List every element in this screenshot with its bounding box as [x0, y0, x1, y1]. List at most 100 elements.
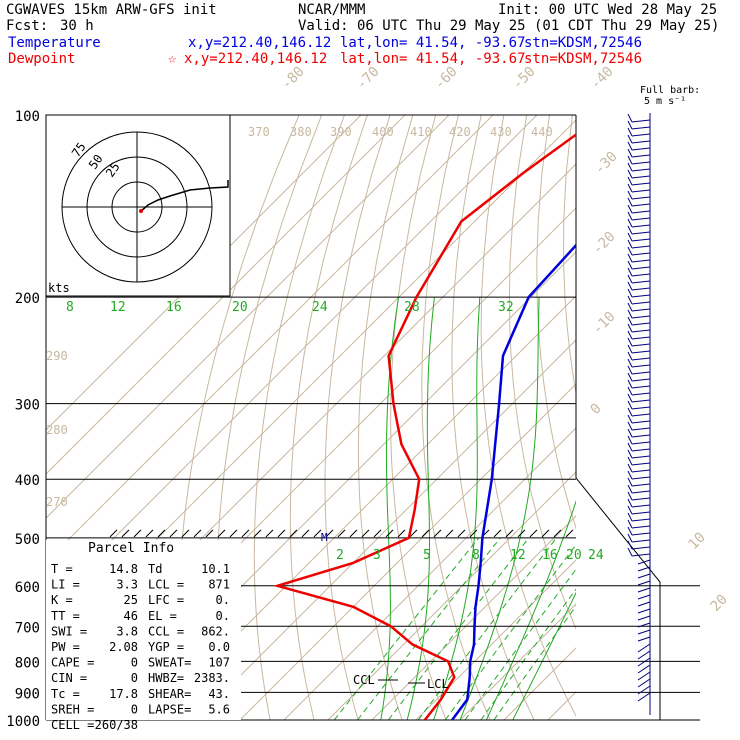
wind-barb: [631, 217, 651, 221]
parcel-row-label: LCL =: [148, 578, 184, 592]
hatch-mark: [133, 529, 142, 538]
wind-barb: [627, 442, 633, 452]
mixing-ratio-line: [444, 544, 576, 720]
wind-barb: [637, 664, 651, 674]
wind-barb: [627, 267, 633, 277]
parcel-row-label: T =: [51, 562, 73, 576]
wind-barb: [631, 469, 651, 473]
mixing-ratio-label: 12: [510, 548, 526, 563]
wind-barb: [627, 533, 633, 543]
parcel-row-value: 43.: [208, 687, 230, 701]
isotherm-label: -40: [588, 64, 617, 93]
hatch-mark: [313, 529, 322, 538]
isotherm-label: -70: [354, 64, 383, 93]
dry-adiabat-line: [480, 115, 576, 718]
wind-barb: [631, 280, 651, 284]
wind-barb: [637, 636, 651, 642]
hodograph-ring-label: 25: [103, 160, 123, 180]
isotherm-line: [46, 115, 538, 607]
pressure-label: 500: [15, 532, 40, 548]
wind-barb: [631, 294, 651, 298]
wind-barb: [631, 357, 651, 361]
theta-label: 290: [46, 349, 68, 363]
wind-barb: [637, 559, 651, 565]
wind-barb: [627, 477, 633, 487]
isotherm-line: [46, 115, 450, 519]
wind-barb: [627, 421, 633, 431]
wind-barb: [627, 330, 633, 340]
wind-barb: [631, 490, 651, 494]
wind-barb: [631, 343, 651, 347]
fcst-label: Fcst:: [6, 18, 49, 34]
wind-barb: [631, 161, 651, 165]
wind-barb: [631, 196, 651, 200]
wind-barb: [627, 246, 633, 256]
parcel-row-value: 0: [131, 671, 138, 685]
wind-barb: [627, 316, 633, 326]
melting-level-label: M: [321, 531, 328, 544]
hodograph-units: kts: [48, 281, 70, 295]
wind-barb: [627, 120, 633, 130]
hatch-mark: [205, 529, 214, 538]
parcel-row-label: CIN =: [51, 671, 87, 685]
isotherm-line: [547, 691, 576, 720]
wind-barb: [631, 427, 651, 431]
pressure-label: 300: [15, 398, 40, 414]
wind-barb: [627, 288, 633, 298]
dry-adiabat-line: [663, 115, 740, 720]
parcel-row-label: SREH =: [51, 702, 94, 716]
mixing-ratio-label: 3: [373, 548, 381, 563]
mixing-ratio-label: 16: [166, 300, 182, 315]
wind-barb: [637, 650, 651, 660]
wind-barb: [637, 629, 651, 635]
temperature-location: x,y=212.40,146.12: [188, 35, 332, 51]
wind-barb: [627, 400, 633, 410]
wind-barb: [637, 615, 651, 621]
parcel-row-label: LI =: [51, 578, 80, 592]
hatch-mark: [277, 529, 286, 538]
hatch-mark: [301, 529, 310, 538]
parcel-row-label: CELL =: [51, 718, 94, 732]
hatch-mark: [157, 529, 166, 538]
hatch-mark: [193, 529, 202, 538]
mixing-ratio-line: [387, 537, 530, 720]
wind-barb: [627, 260, 633, 270]
pressure-label: 100: [15, 109, 40, 125]
parcel-info-background: [46, 540, 241, 720]
wind-barb: [627, 295, 633, 305]
mixing-ratio-label: 24: [588, 548, 604, 563]
parcel-row-label: LFC =: [148, 593, 184, 607]
moist-adiabat-line: [512, 591, 576, 720]
parcel-row-value: 3.8: [116, 624, 138, 638]
pressure-label: 900: [15, 686, 40, 702]
wind-barb: [631, 308, 651, 312]
parcel-row-value: 0.: [216, 609, 230, 623]
parcel-row-value: 5.6: [208, 702, 230, 716]
wind-barb: [631, 385, 651, 389]
wind-barb: [637, 587, 651, 593]
init-time: Init: 00 UTC Wed 28 May 25: [498, 2, 718, 18]
parcel-row-label: SHEAR=: [148, 687, 191, 701]
dewpoint-legend: Dewpoint: [8, 51, 76, 67]
moist-adiabat-line: [485, 499, 576, 720]
mixing-ratio-label: 20: [566, 548, 582, 563]
pressure-label: 600: [15, 580, 40, 596]
wind-barb: [637, 671, 651, 681]
wind-barb: [631, 238, 651, 242]
dewpoint-station: stn=KDSM,72546: [524, 51, 643, 67]
wind-barb: [631, 140, 651, 144]
isotherm-line: [46, 115, 494, 563]
wind-barbs: [627, 113, 651, 715]
parcel-row-label: EL =: [148, 609, 177, 623]
parcel-row-label: HWBZ=: [148, 671, 184, 685]
right-axis: [46, 115, 661, 721]
dry-adiabat-line: [324, 115, 391, 720]
wind-barb: [627, 225, 633, 235]
parcel-row-value: 0: [131, 656, 138, 670]
wind-barb: [631, 455, 651, 459]
mixing-ratio-label: 8: [66, 300, 74, 315]
wind-barb: [627, 309, 633, 319]
wind-barb: [631, 434, 651, 438]
hatch-mark: [121, 529, 130, 538]
wind-barb: [631, 406, 651, 410]
